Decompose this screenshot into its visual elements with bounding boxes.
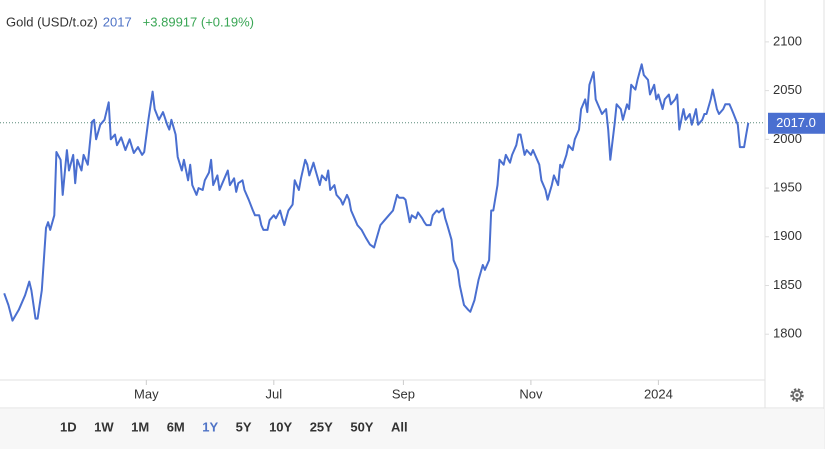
settings-icon[interactable]	[790, 388, 804, 402]
x-tick-label: Sep	[392, 386, 415, 401]
price-line	[3, 63, 750, 322]
last-price-box	[768, 112, 825, 134]
range-button[interactable]: 50Y	[350, 419, 373, 434]
y-tick-label: 2100	[773, 33, 802, 48]
x-tick-label: Nov	[519, 386, 543, 401]
range-button[interactable]: 1W	[94, 419, 114, 434]
x-tick-label: 2024	[644, 386, 673, 401]
gear-hub	[795, 393, 799, 397]
range-button[interactable]: 5Y	[236, 419, 252, 434]
toolbar	[0, 409, 824, 449]
gear-teeth	[790, 388, 804, 402]
range-button[interactable]: 1M	[131, 419, 149, 434]
gear-body	[792, 390, 802, 400]
range-button[interactable]: 1Y	[202, 419, 218, 434]
y-tick-label: 1900	[773, 228, 802, 243]
last-price-label: 2017.0	[776, 115, 816, 130]
range-button[interactable]: 1D	[60, 419, 77, 434]
y-tick-label: 1950	[773, 179, 802, 194]
price: 2017	[103, 14, 132, 29]
x-tick-label: Jul	[265, 386, 282, 401]
y-tick-label: 1850	[773, 277, 802, 292]
header: Gold (USD/t.oz) 2017 +3.89917 (+0.19%)	[6, 14, 254, 29]
y-tick-label: 2000	[773, 131, 802, 146]
range-button[interactable]: All	[391, 419, 408, 434]
y-tick-label: 1800	[773, 326, 802, 341]
x-tick-label: May	[134, 386, 159, 401]
range-button[interactable]: 10Y	[269, 419, 292, 434]
chart-title: Gold (USD/t.oz)	[6, 14, 98, 29]
price-change: +3.89917 (+0.19%)	[143, 14, 254, 29]
range-button[interactable]: 6M	[167, 419, 185, 434]
range-button[interactable]: 25Y	[310, 419, 333, 434]
y-tick-label: 2050	[773, 82, 802, 97]
